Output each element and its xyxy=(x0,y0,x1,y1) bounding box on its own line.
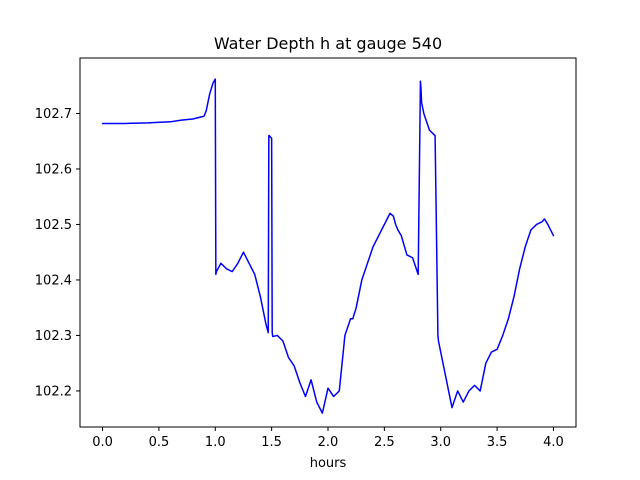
y-tick-label: 102.2 xyxy=(35,384,72,399)
x-tick-label: 0.0 xyxy=(92,435,113,450)
y-tick-label: 102.3 xyxy=(35,329,72,344)
series-line-0 xyxy=(101,78,555,414)
x-axis-label: hours xyxy=(310,456,347,471)
x-tick-label: 4.0 xyxy=(543,435,564,450)
y-axis: 102.2 102.3 102.4 102.5 102.6 102.7 xyxy=(35,107,80,399)
y-tick-label: 102.4 xyxy=(35,273,72,288)
y-tick-label: 102.7 xyxy=(35,107,72,122)
x-tick-label: 3.5 xyxy=(487,435,508,450)
x-tick-label: 0.5 xyxy=(149,435,170,450)
y-tick-label: 102.6 xyxy=(35,162,72,177)
x-tick-label: 1.0 xyxy=(205,435,226,450)
plot-area xyxy=(101,78,555,414)
y-tick-label: 102.5 xyxy=(35,218,72,233)
x-tick-label: 2.5 xyxy=(374,435,395,450)
x-tick-label: 2.0 xyxy=(318,435,339,450)
x-axis: 0.0 0.5 1.0 1.5 2.0 2.5 3.0 3.5 4.0 xyxy=(92,427,564,450)
chart-title: Water Depth h at gauge 540 xyxy=(214,34,442,53)
x-tick-label: 3.0 xyxy=(430,435,451,450)
x-tick-label: 1.5 xyxy=(261,435,282,450)
